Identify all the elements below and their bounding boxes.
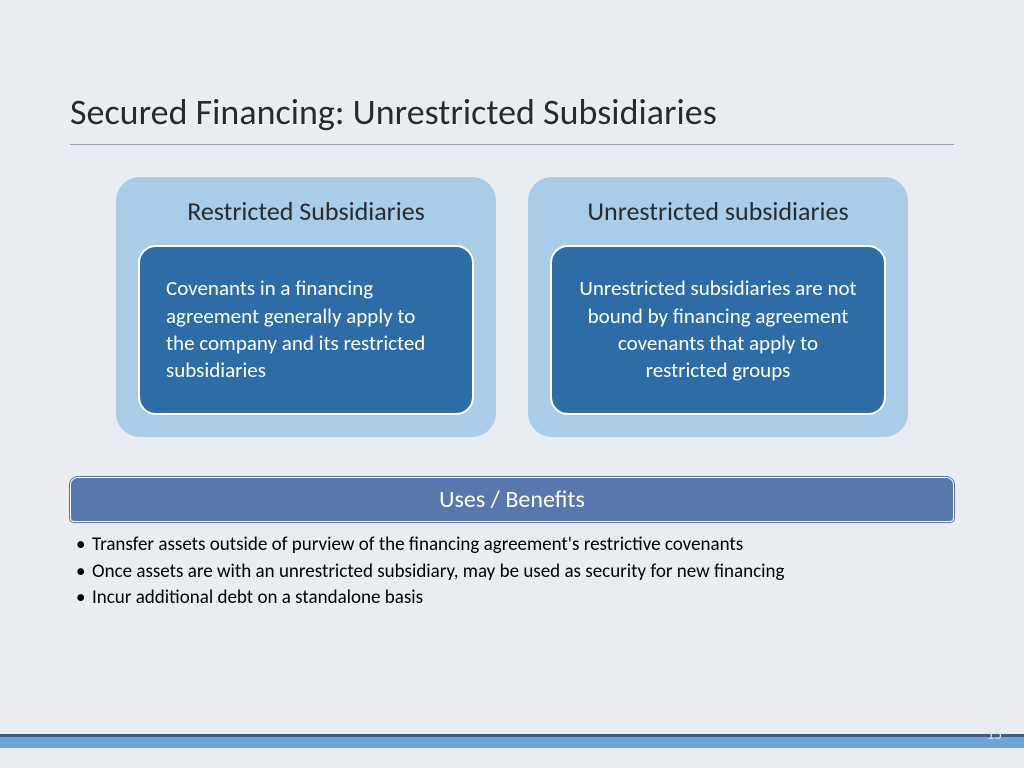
card-unrestricted-title: Unrestricted subsidiaries — [587, 195, 848, 227]
benefit-item: Transfer assets outside of purview of th… — [76, 532, 948, 559]
card-restricted-title: Restricted Subsidiaries — [187, 195, 425, 227]
card-restricted: Restricted Subsidiaries Covenants in a f… — [116, 177, 496, 437]
benefits-section: Uses / Benefits Transfer assets outside … — [70, 477, 954, 612]
slide-container: Secured Financing: Unrestricted Subsidia… — [0, 0, 1024, 768]
card-unrestricted-body: Unrestricted subsidiaries are not bound … — [550, 245, 886, 415]
benefits-list: Transfer assets outside of purview of th… — [70, 522, 954, 612]
page-number: 15 — [987, 726, 1002, 744]
benefits-header: Uses / Benefits — [70, 477, 954, 522]
card-unrestricted: Unrestricted subsidiaries Unrestricted s… — [528, 177, 908, 437]
benefit-item: Incur additional debt on a standalone ba… — [76, 585, 948, 612]
footer-bar — [0, 734, 1024, 748]
title-divider — [70, 144, 954, 145]
card-restricted-body: Covenants in a financing agreement gener… — [138, 245, 474, 415]
cards-row: Restricted Subsidiaries Covenants in a f… — [70, 177, 954, 437]
benefit-item: Once assets are with an unrestricted sub… — [76, 559, 948, 586]
slide-title: Secured Financing: Unrestricted Subsidia… — [70, 90, 954, 134]
